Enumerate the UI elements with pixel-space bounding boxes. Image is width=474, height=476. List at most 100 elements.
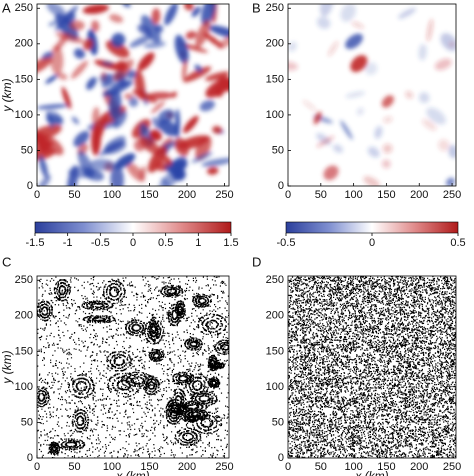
colorbar-tick-label: 0.5 xyxy=(450,237,465,249)
eddy xyxy=(109,14,124,23)
eddy xyxy=(195,135,212,161)
eddy xyxy=(155,162,167,172)
eddy xyxy=(37,138,53,151)
eddy xyxy=(320,4,334,17)
eddy xyxy=(48,21,57,27)
eddy xyxy=(351,21,365,29)
eddy xyxy=(204,71,229,81)
eddy xyxy=(208,25,229,39)
eddy xyxy=(182,59,187,81)
eddy xyxy=(183,115,199,134)
eddy xyxy=(148,145,167,173)
eddy xyxy=(163,156,172,166)
eddy xyxy=(55,31,84,44)
eddy xyxy=(195,19,211,48)
eddy xyxy=(374,126,383,139)
x-tick-label: 50 xyxy=(315,461,327,473)
colorbar-tick-label: 0 xyxy=(130,237,136,249)
x-tick-label: 0 xyxy=(285,189,291,201)
eddy xyxy=(398,7,417,19)
colorbar-tick-label: -1.5 xyxy=(26,237,45,249)
eddy xyxy=(201,4,216,26)
eddy xyxy=(199,100,215,112)
eddy xyxy=(37,104,69,110)
x-tick-label: 100 xyxy=(344,189,362,201)
eddy xyxy=(382,143,393,154)
field-blobs xyxy=(288,4,456,186)
particles xyxy=(37,276,229,458)
eddy xyxy=(101,61,114,66)
colorbar-tick-label: -0.5 xyxy=(91,237,110,249)
eddy xyxy=(158,167,182,186)
eddy xyxy=(149,129,162,142)
eddy xyxy=(128,97,139,107)
eddy xyxy=(143,41,166,49)
x-tick-label: 150 xyxy=(377,461,395,473)
eddy xyxy=(302,100,317,111)
eddy xyxy=(139,166,147,180)
eddy xyxy=(134,139,146,152)
field-blobs xyxy=(37,4,229,186)
eddy xyxy=(50,45,64,75)
eddy xyxy=(83,38,94,51)
eddy xyxy=(110,164,124,186)
eddy xyxy=(448,144,456,159)
eddy xyxy=(364,62,378,75)
x-tick-label: 200 xyxy=(178,461,196,473)
y-tick-label: 250 xyxy=(15,2,33,14)
eddy xyxy=(69,20,85,31)
eddy xyxy=(418,43,427,61)
eddy xyxy=(114,153,136,169)
x-tick-label: 100 xyxy=(103,189,121,201)
eddy xyxy=(194,64,203,73)
eddy xyxy=(205,78,229,98)
x-tick-label: 250 xyxy=(215,461,233,473)
x-tick-label: 200 xyxy=(178,189,196,201)
eddy xyxy=(91,123,101,156)
eddy xyxy=(158,109,175,123)
y-tick-label: 50 xyxy=(272,144,284,156)
particle-field xyxy=(288,276,456,458)
eddy xyxy=(105,40,130,58)
x-tick-label: 100 xyxy=(344,461,362,473)
eddy xyxy=(77,150,94,179)
panel-label: D xyxy=(252,254,261,269)
vorticity-field xyxy=(37,4,229,186)
eddy xyxy=(129,34,153,48)
y-axis-label: y (km) xyxy=(0,78,14,112)
y-tick-label: 100 xyxy=(266,109,284,121)
eddy xyxy=(45,74,58,84)
x-tick-label: 250 xyxy=(443,461,461,473)
x-tick-label: 150 xyxy=(377,189,395,201)
eddy xyxy=(70,60,89,79)
eddy xyxy=(82,4,110,15)
y-tick-label: 250 xyxy=(266,274,284,286)
eddy xyxy=(108,88,122,120)
plot-frame xyxy=(36,275,230,459)
colorbar xyxy=(285,221,459,234)
y-tick-label: 0 xyxy=(27,180,33,192)
eddy xyxy=(71,116,80,125)
x-tick-label: 150 xyxy=(140,461,158,473)
y-tick-label: 200 xyxy=(15,38,33,50)
eddy xyxy=(350,55,368,73)
eddy xyxy=(160,178,170,186)
eddy xyxy=(102,80,134,97)
y-tick-label: 200 xyxy=(15,310,33,322)
eddy xyxy=(191,6,201,18)
x-tick-label: 150 xyxy=(140,189,158,201)
y-tick-label: 250 xyxy=(266,2,284,14)
eddy xyxy=(426,18,434,42)
eddy xyxy=(152,117,162,130)
x-tick-label: 50 xyxy=(68,461,80,473)
eddy xyxy=(426,107,446,125)
vorticity-field xyxy=(288,4,456,186)
eddy xyxy=(158,119,178,137)
eddy xyxy=(316,135,335,148)
eddy xyxy=(445,177,455,186)
eddy xyxy=(39,155,49,179)
colorbar xyxy=(34,221,232,234)
eddy xyxy=(313,111,322,125)
eddy xyxy=(147,91,174,100)
